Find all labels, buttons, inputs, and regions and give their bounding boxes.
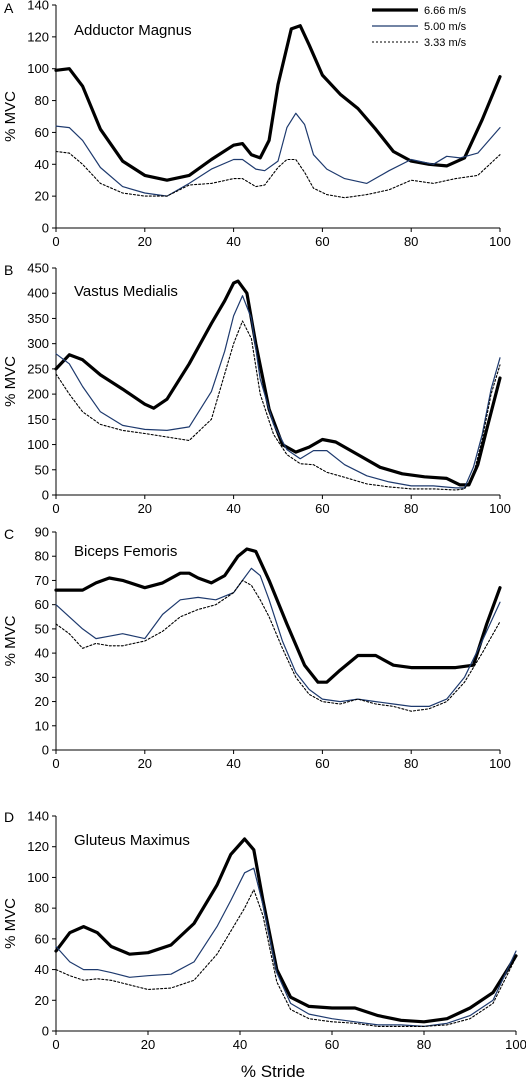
y-tick-label: 40 xyxy=(35,646,49,661)
x-tick-label: 40 xyxy=(226,234,240,249)
y-tick-label: 0 xyxy=(42,488,49,503)
y-tick-label: 400 xyxy=(27,286,49,301)
chart-title: Adductor Magnus xyxy=(74,22,192,39)
panel-d: 0 20 40 60 80 100 120 140 0 20 40 60 80 100 D % MVC Glut… xyxy=(2,809,526,1053)
y-tick-label: 0 xyxy=(42,743,49,758)
legend: 6.66 m/s 5.00 m/s 3.33 m/s xyxy=(372,5,467,49)
legend-label: 6.66 m/s xyxy=(424,5,467,17)
y-tick-label: 100 xyxy=(27,61,49,76)
y-tick-label: 150 xyxy=(27,412,49,427)
panel-c: 0 10 20 30 40 50 60 70 80 90 0 20 40 60 80 100 C % MVC Bic… xyxy=(2,525,511,772)
x-tick-label: 80 xyxy=(404,756,418,771)
series-line-500 xyxy=(55,867,517,1028)
x-tick-label: 60 xyxy=(315,756,329,771)
panel-a: 0 20 40 60 80 100 120 140 0 20 40 60 80 100 A % MVC Addu… xyxy=(2,0,511,249)
x-tick-label: 20 xyxy=(141,1037,155,1052)
x-tick-label: 80 xyxy=(417,1037,431,1052)
y-tick-label: 90 xyxy=(35,525,49,540)
series-line-666 xyxy=(54,837,518,1024)
series-line-333 xyxy=(55,579,501,712)
x-tick-label: 60 xyxy=(325,1037,339,1052)
series-line-500 xyxy=(55,112,501,197)
y-tick-label: 250 xyxy=(27,361,49,376)
y-tick-label: 200 xyxy=(27,387,49,402)
y-tick-label: 40 xyxy=(35,157,49,172)
series-line-333 xyxy=(55,150,501,199)
y-axis-label: % MVC xyxy=(2,91,19,142)
y-tick-label: 60 xyxy=(35,931,49,946)
x-tick-label: 20 xyxy=(138,756,152,771)
series-line-333 xyxy=(55,889,517,1027)
y-tick-label: 50 xyxy=(35,462,49,477)
legend-label: 5.00 m/s xyxy=(424,21,467,33)
y-axis-label: % MVC xyxy=(2,898,19,949)
y-tick-label: 350 xyxy=(27,311,49,326)
legend-label: 3.33 m/s xyxy=(424,37,467,49)
series-line-500 xyxy=(55,295,501,489)
series-line-666 xyxy=(54,24,502,182)
x-tick-label: 100 xyxy=(489,756,511,771)
x-tick-label: 0 xyxy=(52,234,59,249)
y-tick-label: 50 xyxy=(35,621,49,636)
series-line-500 xyxy=(55,567,501,708)
x-tick-label: 80 xyxy=(404,501,418,516)
panel-letter: B xyxy=(4,262,13,278)
panel-letter: D xyxy=(4,809,14,825)
x-tick-label: 100 xyxy=(489,234,511,249)
x-tick-label: 20 xyxy=(138,234,152,249)
y-tick-label: 20 xyxy=(35,694,49,709)
y-tick-label: 80 xyxy=(35,93,49,108)
x-axis-label: % Stride xyxy=(241,1062,305,1081)
panel-letter: A xyxy=(4,0,14,16)
x-tick-label: 0 xyxy=(52,756,59,771)
series-line-333 xyxy=(55,320,501,491)
y-axis-label: % MVC xyxy=(2,615,19,666)
y-tick-label: 30 xyxy=(35,670,49,685)
chart-title: Gluteus Maximus xyxy=(74,832,190,849)
y-tick-label: 20 xyxy=(35,993,49,1008)
x-tick-label: 100 xyxy=(505,1037,526,1052)
series-line-666 xyxy=(54,547,502,684)
y-tick-label: 100 xyxy=(27,870,49,885)
y-tick-label: 120 xyxy=(27,29,49,44)
y-tick-label: 80 xyxy=(35,901,49,916)
y-axis-label: % MVC xyxy=(2,356,19,407)
y-tick-label: 60 xyxy=(35,597,49,612)
series-line-666 xyxy=(54,279,502,487)
x-tick-label: 60 xyxy=(315,234,329,249)
y-tick-label: 140 xyxy=(27,0,49,13)
x-tick-label: 100 xyxy=(489,501,511,516)
panel-letter: C xyxy=(4,526,14,542)
x-tick-label: 0 xyxy=(52,1037,59,1052)
y-tick-label: 0 xyxy=(42,221,49,236)
x-tick-label: 80 xyxy=(404,234,418,249)
x-tick-label: 60 xyxy=(315,501,329,516)
y-tick-label: 140 xyxy=(27,809,49,824)
y-tick-label: 60 xyxy=(35,125,49,140)
y-tick-label: 80 xyxy=(35,549,49,564)
y-tick-label: 40 xyxy=(35,962,49,977)
y-tick-label: 70 xyxy=(35,573,49,588)
x-tick-label: 40 xyxy=(226,756,240,771)
x-tick-label: 0 xyxy=(52,501,59,516)
x-tick-label: 40 xyxy=(226,501,240,516)
panel-b: 0 50 100 150 200 250 300 350 400 450 0 20 40 60 80 100 B… xyxy=(2,261,511,517)
chart-title: Vastus Medialis xyxy=(74,283,178,300)
y-tick-label: 300 xyxy=(27,336,49,351)
chart-title: Biceps Femoris xyxy=(74,543,177,560)
y-tick-label: 0 xyxy=(42,1024,49,1039)
x-tick-label: 40 xyxy=(233,1037,247,1052)
y-tick-label: 10 xyxy=(35,718,49,733)
x-tick-label: 20 xyxy=(138,501,152,516)
y-tick-label: 120 xyxy=(27,839,49,854)
y-tick-label: 100 xyxy=(27,437,49,452)
y-tick-label: 20 xyxy=(35,189,49,204)
y-tick-label: 450 xyxy=(27,261,49,276)
